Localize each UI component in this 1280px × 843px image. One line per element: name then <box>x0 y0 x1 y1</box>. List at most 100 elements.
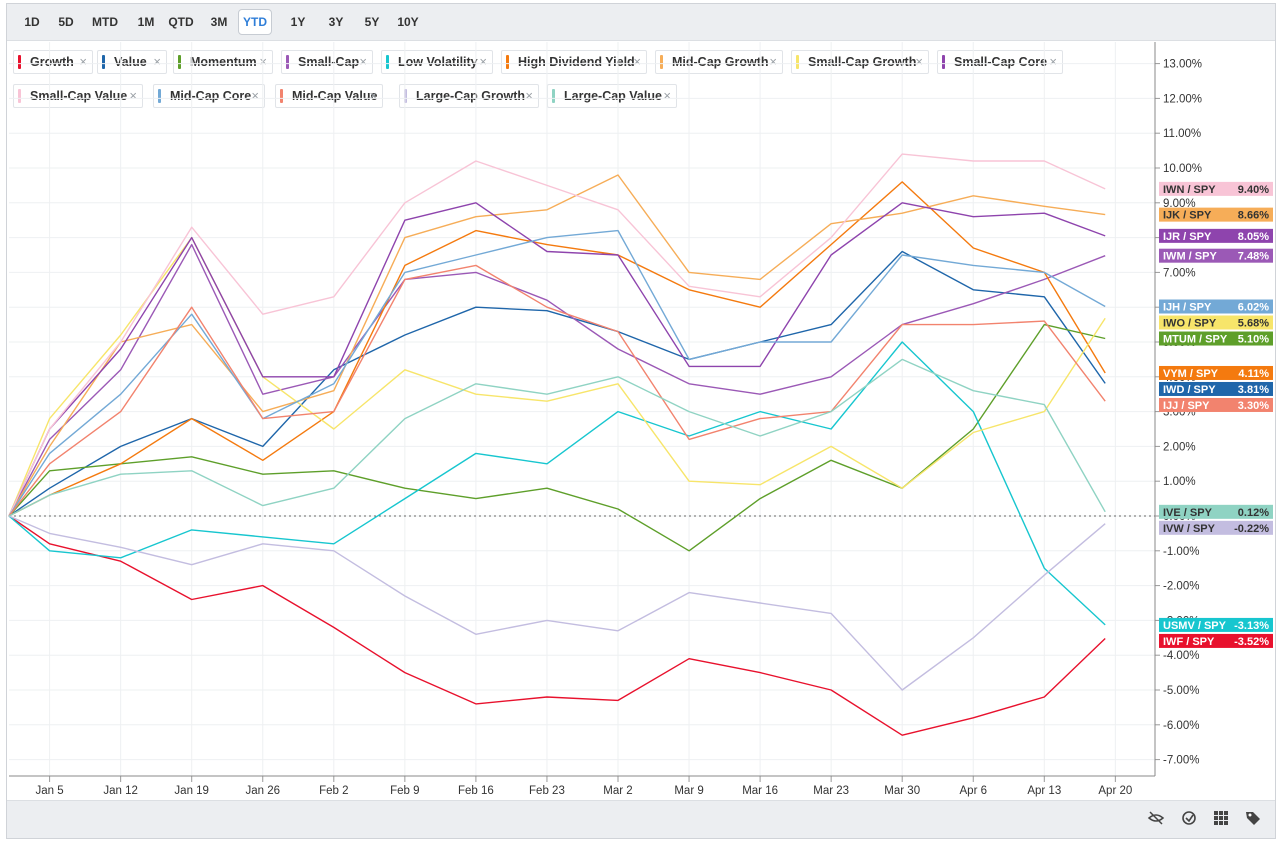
y-tick-label: 10.00% <box>1163 163 1202 175</box>
remove-series-icon[interactable]: × <box>369 88 377 103</box>
legend-swatch <box>404 89 407 103</box>
range-button-1d[interactable]: 1D <box>24 15 40 29</box>
y-tick-label: 12.00% <box>1163 93 1202 105</box>
series-line-mid-cap-value[interactable] <box>8 264 1106 517</box>
legend-item-growth[interactable]: Growth × <box>13 50 93 74</box>
legend-item-low-volatility[interactable]: Low Volatility × <box>381 50 493 74</box>
series-line-small-cap-core[interactable] <box>8 202 1106 517</box>
y-tick-label: 9.00% <box>1163 198 1196 210</box>
legend-item-small-cap-value[interactable]: Small-Cap Value × <box>13 84 143 108</box>
legend-item-momentum[interactable]: Momentum× <box>173 50 273 74</box>
value-tag: IWM / SPY 7.48% <box>1159 248 1273 263</box>
x-tick-label: Apr 13 <box>1027 785 1061 797</box>
remove-series-icon[interactable]: × <box>79 54 87 69</box>
legend-item-small-cap-growth[interactable]: Small-Cap Growth × <box>791 50 929 74</box>
series-line-low-volatility[interactable] <box>8 341 1106 626</box>
value-tag: IWD / SPY 3.81% <box>1159 381 1273 396</box>
value-tag-bg <box>1159 381 1273 396</box>
legend-swatch <box>18 55 21 69</box>
value-tag-value: 7.48% <box>1238 251 1269 263</box>
value-tag-ticker: IWD / SPY <box>1163 384 1216 396</box>
range-button-3m[interactable]: 3M <box>210 15 228 29</box>
value-tag: IVW / SPY -0.22% <box>1159 520 1273 535</box>
remove-series-icon[interactable]: × <box>129 88 137 103</box>
remove-series-icon[interactable]: × <box>769 54 777 69</box>
compare-icon[interactable] <box>1180 809 1198 827</box>
value-tag-bg <box>1159 207 1273 222</box>
legend-label: Small-Cap Growth <box>808 55 917 69</box>
legend-label: Mid-Cap Core <box>170 89 252 103</box>
remove-series-icon[interactable]: × <box>633 54 641 69</box>
series-line-small-cap-value[interactable] <box>8 153 1106 517</box>
remove-series-icon[interactable]: × <box>1049 54 1057 69</box>
range-button-5d[interactable]: 5D <box>58 15 74 29</box>
series-line-large-cap-growth[interactable] <box>8 515 1106 691</box>
y-tick-label: -7.00% <box>1163 755 1199 767</box>
value-tag-ticker: IWN / SPY <box>1163 184 1216 196</box>
legend-item-small-cap[interactable]: Small-Cap × <box>281 50 373 74</box>
grid-icon[interactable] <box>1212 809 1230 827</box>
series-line-value[interactable] <box>8 250 1106 517</box>
legend-swatch <box>286 55 289 69</box>
series-line-small-cap[interactable] <box>8 243 1106 517</box>
remove-series-icon[interactable]: × <box>525 88 533 103</box>
legend-item-large-cap-value[interactable]: Large-Cap Value × <box>547 84 677 108</box>
x-tick-label: Jan 26 <box>245 785 280 797</box>
series-line-growth[interactable] <box>8 515 1106 736</box>
legend-swatch <box>102 55 105 69</box>
remove-series-icon[interactable]: × <box>153 54 161 69</box>
range-button-10y[interactable]: 10Y <box>397 15 419 29</box>
y-tick-label: 1.00% <box>1163 476 1196 488</box>
range-button-qtd[interactable]: QTD <box>168 15 194 29</box>
x-tick-label: Mar 9 <box>674 785 703 797</box>
range-button-1y[interactable]: 1Y <box>290 15 306 29</box>
legend-item-mid-cap-value[interactable]: Mid-Cap Value × <box>275 84 383 108</box>
x-tick-label: Mar 2 <box>603 785 632 797</box>
tag-icon[interactable] <box>1244 809 1262 827</box>
x-tick-label: Mar 30 <box>884 785 920 797</box>
range-button-ytd[interactable]: YTD <box>238 9 272 35</box>
range-button-3y[interactable]: 3Y <box>328 15 344 29</box>
value-tag-ticker: IWM / SPY <box>1163 251 1217 263</box>
remove-series-icon[interactable]: × <box>359 54 367 69</box>
legend-label: Low Volatility <box>398 55 478 69</box>
series-line-mid-cap-growth[interactable] <box>8 174 1106 517</box>
range-button-1m[interactable]: 1M <box>137 15 155 29</box>
value-tag: IJJ / SPY 3.30% <box>1159 397 1273 412</box>
remove-series-icon[interactable]: × <box>915 54 923 69</box>
value-tag-value: 6.02% <box>1238 302 1269 314</box>
range-selector: 1D 5D MTD 1M QTD 3M YTD 1Y 3Y 5Y 10Y <box>7 4 1275 41</box>
x-tick-label: Feb 2 <box>319 785 348 797</box>
remove-series-icon[interactable]: × <box>479 54 487 69</box>
legend-item-small-cap-core[interactable]: Small-Cap Core × <box>937 50 1063 74</box>
series-line-mid-cap-core[interactable] <box>8 229 1106 517</box>
legend-label: Small-Cap Core <box>954 55 1048 69</box>
range-button-5y[interactable]: 5Y <box>364 15 380 29</box>
value-tag-value: -3.52% <box>1234 636 1269 648</box>
value-tag-value: 3.30% <box>1238 400 1269 412</box>
range-button-mtd[interactable]: MTD <box>92 15 118 29</box>
series-line-large-cap-value[interactable] <box>8 358 1106 517</box>
value-tag-ticker: USMV / SPY <box>1163 620 1227 632</box>
value-tag-ticker: IJJ / SPY <box>1163 400 1210 412</box>
value-tag-value: 4.11% <box>1238 368 1269 380</box>
remove-series-icon[interactable]: × <box>251 88 259 103</box>
series-line-high-dividend-yield[interactable] <box>8 181 1106 517</box>
legend-item-value[interactable]: Value × <box>97 50 167 74</box>
line-chart: Jan 5 Jan 12 Jan 19 Jan 26 Feb 2 Feb 9 Feb 16 F… <box>8 42 1273 797</box>
legend-item-mid-cap-growth[interactable]: Mid-Cap Growth × <box>655 50 783 74</box>
value-tag-value: 3.81% <box>1238 384 1269 396</box>
series-line-momentum[interactable] <box>8 323 1106 552</box>
hide-icon[interactable] <box>1147 809 1165 827</box>
legend-swatch <box>660 55 663 69</box>
value-tag-value: 8.66% <box>1238 210 1269 222</box>
series-line-small-cap-growth[interactable] <box>8 236 1106 517</box>
legend-item-large-cap-growth[interactable]: Large-Cap Growth × <box>399 84 539 108</box>
remove-series-icon[interactable]: × <box>663 88 671 103</box>
legend-item-mid-cap-core[interactable]: Mid-Cap Core × <box>153 84 265 108</box>
x-tick-label: Feb 23 <box>529 785 565 797</box>
value-tag-bg <box>1159 617 1273 632</box>
value-tag-ticker: MTUM / SPY <box>1163 334 1228 346</box>
x-tick-label: Feb 16 <box>458 785 494 797</box>
legend-label: Small-Cap <box>298 55 360 69</box>
